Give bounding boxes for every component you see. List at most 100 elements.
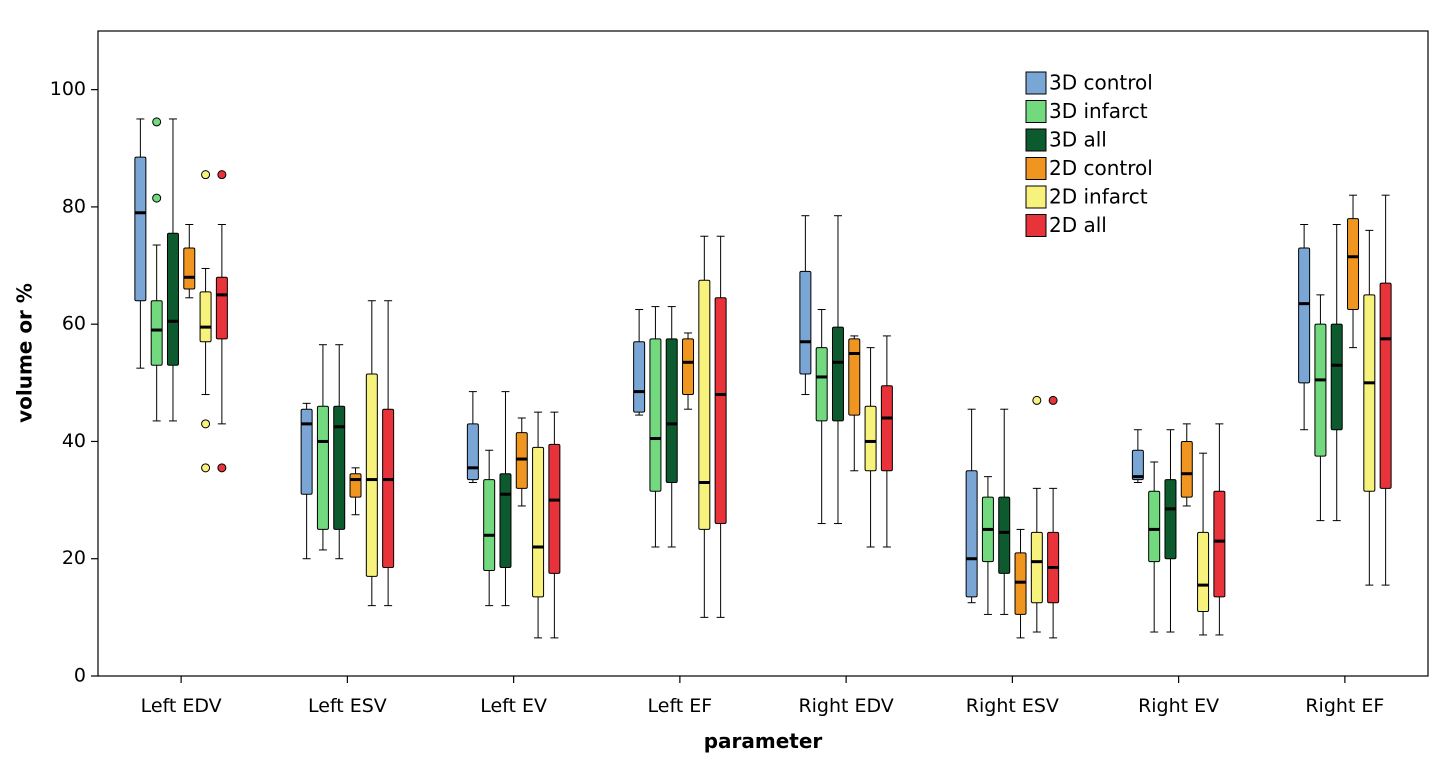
- box-3d-all: [665, 306, 678, 548]
- box-2d-all: [880, 335, 893, 548]
- box-3d-control: [466, 391, 479, 483]
- box-3d-control: [965, 408, 978, 604]
- box-iqr: [1197, 531, 1210, 612]
- legend: 3D control 3D infarct 3D all 2D control 2D i…: [1025, 71, 1153, 237]
- box-iqr: [316, 405, 329, 530]
- box-iqr: [799, 270, 812, 375]
- box-iqr: [698, 279, 711, 530]
- legend-label: 2D control: [1049, 156, 1153, 180]
- box-iqr: [1148, 490, 1161, 563]
- box-iqr: [998, 496, 1011, 574]
- box-3d-all: [1164, 429, 1177, 633]
- box-2d-infarct: [864, 347, 877, 548]
- box-3d-control: [1298, 224, 1311, 431]
- box-iqr: [714, 297, 727, 525]
- outlier-point: [152, 193, 162, 203]
- box-iqr: [499, 473, 512, 569]
- legend-item: 3D infarct: [1025, 99, 1148, 123]
- box-2d-all: [714, 235, 727, 618]
- legend-label: 2D all: [1049, 213, 1107, 237]
- box-iqr: [483, 479, 496, 571]
- outlier-point: [152, 117, 162, 127]
- box-3d-infarct: [1148, 461, 1161, 633]
- box-3d-infarct: [150, 117, 163, 422]
- legend-label: 3D infarct: [1049, 99, 1148, 123]
- box-iqr: [349, 473, 362, 498]
- box-iqr: [1363, 294, 1376, 492]
- box-2d-control: [682, 332, 695, 410]
- box-iqr: [1347, 218, 1360, 311]
- box-3d-all: [333, 344, 346, 560]
- x-tick-label: Right EV: [1138, 695, 1219, 717]
- legend-swatch: [1025, 214, 1047, 237]
- box-iqr: [183, 247, 196, 290]
- box-2d-control: [1014, 528, 1027, 639]
- x-tick-label: Right ESV: [966, 695, 1059, 717]
- y-axis-title: volume or %: [13, 283, 37, 423]
- plot-frame: [97, 30, 1429, 677]
- box-2d-infarct: [532, 411, 545, 639]
- legend-item: 3D control: [1025, 71, 1153, 95]
- box-iqr: [965, 470, 978, 598]
- legend-item: 3D all: [1025, 128, 1107, 152]
- box-3d-all: [1330, 224, 1343, 522]
- box-iqr: [365, 373, 378, 577]
- y-tick-label: 20: [62, 547, 86, 569]
- y-tick-label: 60: [62, 313, 86, 335]
- box-2d-infarct: [365, 300, 378, 607]
- box-2d-control: [515, 417, 528, 507]
- box-iqr: [665, 338, 678, 483]
- x-tick-label: Left ESV: [308, 695, 387, 717]
- box-iqr: [1213, 490, 1226, 598]
- box-3d-all: [998, 408, 1011, 615]
- box-iqr: [199, 291, 212, 343]
- box-3d-control: [134, 118, 147, 369]
- box-iqr: [1131, 449, 1144, 481]
- box-3d-control: [799, 215, 812, 396]
- box-2d-infarct: [1363, 229, 1376, 586]
- box-2d-control: [848, 335, 861, 472]
- box-iqr: [1379, 282, 1392, 489]
- box-iqr: [1180, 440, 1193, 498]
- box-3d-infarct: [981, 476, 994, 615]
- y-tick-label: 80: [62, 195, 86, 217]
- box-2d-infarct: [199, 170, 212, 473]
- box-iqr: [166, 232, 179, 366]
- box-iqr: [831, 326, 844, 422]
- y-tick-label: 40: [62, 430, 86, 452]
- box-iqr: [532, 446, 545, 598]
- legend-swatch: [1025, 71, 1047, 95]
- outlier-point: [217, 170, 227, 180]
- x-tick-label: Left EDV: [141, 695, 222, 717]
- box-2d-control: [349, 467, 362, 516]
- box-2d-infarct: [1197, 452, 1210, 636]
- box-iqr: [1030, 531, 1043, 604]
- box-3d-all: [499, 391, 512, 607]
- box-layer: [134, 117, 1392, 639]
- x-tick-label: Right EF: [1305, 695, 1384, 717]
- box-3d-all: [831, 215, 844, 525]
- box-2d-all: [548, 411, 561, 639]
- box-iqr: [815, 347, 828, 422]
- box-2d-infarct: [698, 235, 711, 618]
- legend-label: 3D control: [1049, 71, 1153, 95]
- outlier-point: [1048, 395, 1058, 405]
- legend-label: 2D infarct: [1049, 185, 1148, 209]
- box-3d-control: [1131, 429, 1144, 483]
- legend-item: 2D infarct: [1025, 185, 1148, 209]
- x-tick-label: Right EDV: [798, 695, 893, 717]
- box-iqr: [1330, 323, 1343, 431]
- x-tick-label: Left EF: [648, 695, 713, 717]
- box-iqr: [682, 338, 695, 396]
- box-iqr: [633, 341, 646, 413]
- y-tick-label: 0: [74, 665, 86, 687]
- box-3d-infarct: [316, 344, 329, 551]
- outlier-point: [201, 463, 211, 473]
- outlier-point: [201, 170, 211, 180]
- box-iqr: [134, 156, 147, 302]
- x-tick-label: Left EV: [480, 695, 547, 717]
- box-iqr: [1164, 479, 1177, 560]
- legend-swatch: [1025, 185, 1047, 209]
- box-3d-infarct: [815, 309, 828, 525]
